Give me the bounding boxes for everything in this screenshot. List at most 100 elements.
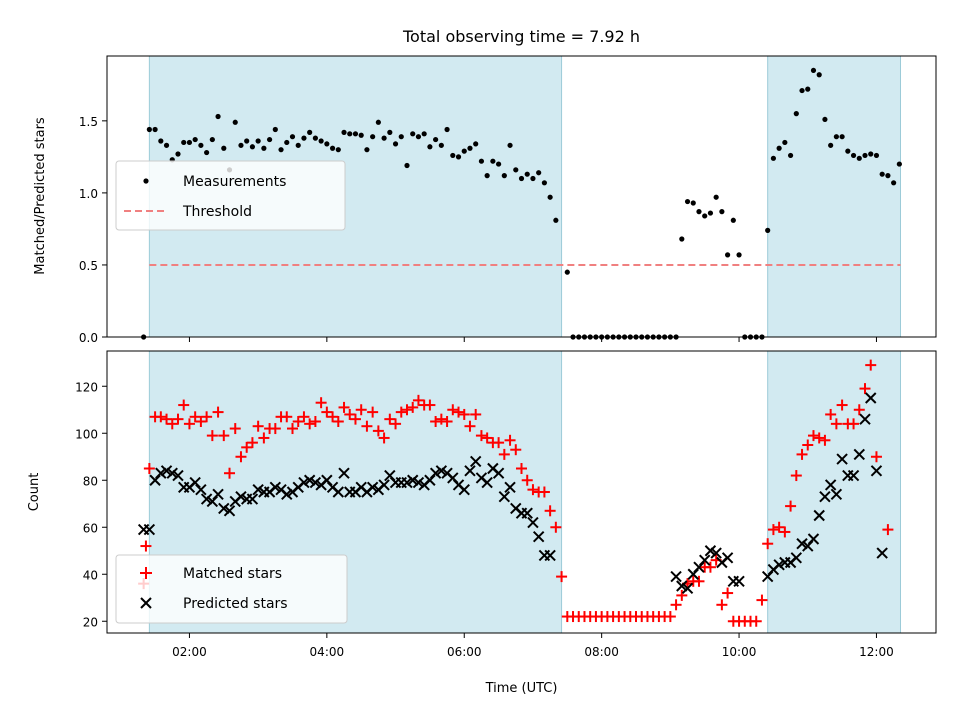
measurement-point — [181, 139, 187, 146]
measurement-point — [438, 142, 444, 148]
legend-matched-label: Matched stars — [183, 566, 282, 582]
top-y-axis-label: Matched/Predicted stars — [33, 117, 48, 275]
predicted-star-point — [498, 490, 511, 503]
measurement-point — [198, 142, 204, 148]
measurement-point — [329, 145, 336, 151]
measurement-point — [249, 144, 256, 150]
measurement-point — [885, 173, 891, 179]
matched-star-point — [224, 467, 236, 479]
measurement-point — [782, 139, 788, 146]
measurement-point — [684, 198, 691, 205]
measurement-point — [770, 155, 777, 161]
bottom-legend-box — [115, 554, 348, 624]
measurement-point — [862, 152, 868, 159]
measurement-point — [787, 152, 794, 159]
matched-star-point — [430, 416, 442, 427]
predicted-star-point — [143, 523, 156, 536]
matched-star-point — [218, 430, 230, 442]
measurement-point — [232, 119, 238, 125]
measurement-point — [295, 142, 301, 148]
measurement-point — [433, 136, 439, 143]
matched-star-point — [504, 434, 516, 446]
predicted-star-point — [481, 476, 493, 489]
matched-star-point — [183, 418, 195, 430]
measurement-point — [387, 129, 393, 135]
matched-star-point — [435, 413, 447, 425]
top-y-tick-label: 1.0 — [79, 187, 98, 201]
matched-star-point — [189, 411, 201, 423]
bottom-y-axis-label: Count — [27, 473, 42, 512]
matched-star-point — [332, 416, 344, 427]
measurement-point — [221, 145, 227, 151]
top-legend: Measurements Threshold — [115, 160, 346, 231]
predicted-star-point — [819, 490, 831, 503]
x-tick-label: 08:00 — [584, 645, 619, 659]
measurement-point — [490, 158, 496, 164]
predicted-star-point — [378, 479, 390, 491]
predicted-star-point — [681, 582, 694, 595]
measurement-point — [266, 136, 273, 143]
matched-star-point — [424, 399, 436, 411]
bottom-y-tick-label: 40 — [83, 568, 98, 582]
legend-measurements-marker — [143, 178, 149, 184]
predicted-star-point — [492, 467, 505, 479]
measurement-point — [799, 87, 805, 94]
measurement-point — [518, 175, 525, 182]
measurement-point — [461, 148, 467, 154]
matched-star-point — [252, 420, 264, 432]
x-tick-label: 06:00 — [447, 645, 482, 659]
matched-star-point — [140, 540, 152, 552]
measurement-point — [467, 145, 473, 151]
matched-star-point — [161, 413, 173, 425]
bottom-y-tick-label: 100 — [75, 427, 98, 441]
matched-star-point — [309, 416, 321, 427]
matched-star-point — [378, 432, 390, 444]
predicted-star-point — [338, 467, 350, 479]
predicted-star-point — [223, 505, 236, 517]
measurement-point — [850, 152, 857, 159]
measurement-point — [341, 129, 347, 135]
measurement-point — [553, 217, 559, 223]
chart-title: Total observing time = 7.92 h — [402, 27, 640, 46]
measurement-point — [347, 131, 353, 137]
matched-star-point — [212, 406, 224, 418]
measurement-point — [736, 252, 742, 258]
matched-star-point — [229, 423, 241, 435]
measurement-point — [358, 132, 364, 138]
measurement-point — [152, 126, 158, 133]
measurement-point — [765, 227, 771, 233]
measurement-point — [816, 72, 822, 78]
measurement-point — [370, 134, 376, 140]
measurement-point — [278, 147, 284, 153]
matched-star-point — [143, 463, 155, 474]
matched-star-point — [807, 430, 819, 442]
matched-star-point — [344, 408, 356, 420]
matched-star-point — [538, 486, 550, 498]
predicted-star-point — [464, 465, 476, 477]
predicted-star-point — [195, 483, 207, 496]
matched-star-point — [464, 420, 476, 432]
matched-star-point — [716, 599, 728, 611]
predicted-star-point — [710, 547, 722, 559]
predicted-star-point — [807, 533, 820, 545]
measurement-point — [163, 142, 170, 148]
measurement-point — [244, 138, 250, 144]
matched-star-point — [664, 611, 676, 623]
matched-star-point — [550, 521, 562, 533]
top-y-tick-label: 0.0 — [79, 331, 98, 345]
bottom-axes-frame — [106, 350, 937, 634]
measurement-point — [696, 209, 702, 215]
matched-star-point — [521, 474, 533, 486]
measurement-point — [272, 126, 278, 133]
bottom-y-tick-label: 120 — [75, 380, 98, 394]
matched-star-point — [292, 416, 304, 427]
predicted-star-point — [532, 530, 545, 543]
measurement-point — [730, 217, 736, 223]
top-y-tick-label: 0.5 — [79, 259, 98, 273]
predicted-star-point — [847, 469, 860, 482]
matched-star-point — [773, 521, 785, 533]
measurement-point — [828, 142, 834, 148]
predicted-star-point — [813, 509, 825, 522]
measurement-point — [536, 170, 542, 176]
predicted-star-point — [469, 455, 482, 468]
